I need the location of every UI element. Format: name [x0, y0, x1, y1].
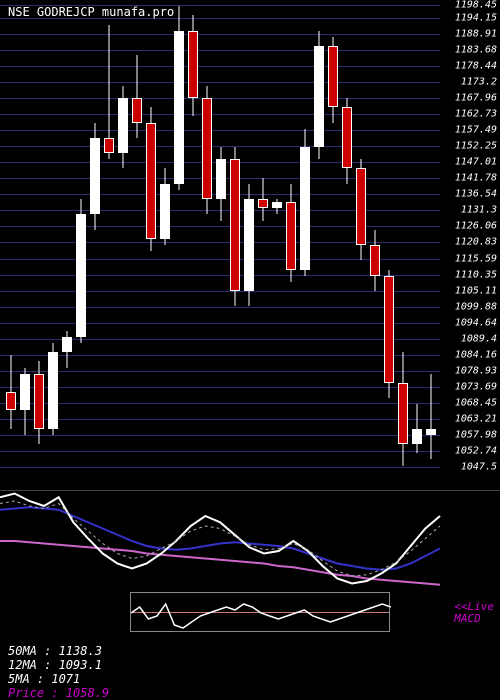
macd-line	[131, 604, 391, 628]
price-level-label: 1094.64	[455, 317, 497, 328]
price-level-label: 1162.73	[455, 109, 497, 120]
candle-body	[342, 107, 352, 168]
candle-body	[216, 159, 226, 199]
candle-body	[244, 199, 254, 291]
candle-body	[76, 214, 86, 337]
gridline	[0, 403, 440, 404]
candle-body	[62, 337, 72, 352]
price-level-label: 1173.2	[461, 77, 497, 88]
price-level-label: 1178.44	[455, 61, 497, 72]
candle-body	[230, 159, 240, 291]
info-panel: 50MA : 1138.3 12MA : 1093.1 5MA : 1071 P…	[0, 640, 500, 700]
candle-body	[160, 184, 170, 239]
candle-body	[314, 46, 324, 147]
price-level-label: 1052.74	[455, 445, 497, 456]
candle-body	[48, 352, 58, 429]
price-axis: 1198.45 1194.15 1188.91 1183.68 1178.44 1173.…	[440, 0, 500, 490]
price-level-label: 1115.59	[455, 253, 497, 264]
gridline	[0, 66, 440, 67]
price-level-label: 1047.5	[461, 462, 497, 473]
price-level-label: 1194.15	[455, 12, 497, 23]
price-level-label: 1073.69	[455, 381, 497, 392]
indicator-line	[0, 501, 440, 576]
gridline	[0, 307, 440, 308]
chart-title: NSE GODREJCP munafa.pro	[8, 5, 174, 19]
macd-text: MACD	[454, 613, 494, 625]
macd-histogram	[131, 593, 391, 633]
gridline	[0, 50, 440, 51]
candle-wick	[431, 374, 432, 460]
indicator-line	[0, 541, 440, 585]
indicator-line	[0, 507, 440, 570]
price-level-label: 1089.4	[461, 333, 497, 344]
gridline	[0, 226, 440, 227]
candle-body	[384, 276, 394, 383]
gridline	[0, 387, 440, 388]
price-level-label: 1183.68	[455, 44, 497, 55]
price-level-label: 1105.11	[455, 285, 497, 296]
indicator-panel: <<Live MACD	[0, 490, 500, 640]
price-level-label: 1131.3	[461, 205, 497, 216]
candle-body	[20, 374, 30, 411]
candle-body	[370, 245, 380, 276]
candle-body	[174, 31, 184, 184]
price-level-label: 1068.45	[455, 397, 497, 408]
gridline	[0, 435, 440, 436]
candle-body	[398, 383, 408, 444]
price-level-label: 1141.78	[455, 173, 497, 184]
ma50-line: 50MA : 1138.3	[8, 644, 492, 658]
price-level-label: 1057.98	[455, 429, 497, 440]
price-level-label: 1157.49	[455, 125, 497, 136]
gridline	[0, 323, 440, 324]
price-line: Price : 1058.9	[8, 686, 492, 700]
live-label: <<Live MACD	[454, 601, 494, 625]
gridline	[0, 34, 440, 35]
candle-body	[90, 138, 100, 215]
macd-box	[130, 592, 390, 632]
gridline	[0, 114, 440, 115]
price-level-label: 1167.96	[455, 93, 497, 104]
candle-body	[258, 199, 268, 208]
ma12-line: 12MA : 1093.1	[8, 658, 492, 672]
indicator-line	[0, 494, 440, 584]
candlestick-chart	[0, 0, 440, 490]
candle-body	[34, 374, 44, 429]
price-level-label: 1152.25	[455, 141, 497, 152]
gridline	[0, 419, 440, 420]
macd-zero-line	[131, 612, 389, 613]
gridline	[0, 82, 440, 83]
price-level-label: 1110.35	[455, 269, 497, 280]
candle-body	[202, 98, 212, 199]
ma5-line: 5MA : 1071	[8, 672, 492, 686]
candle-body	[146, 123, 156, 239]
candle-body	[286, 202, 296, 269]
price-level-label: 1126.06	[455, 221, 497, 232]
candle-body	[412, 429, 422, 444]
price-level-label: 1084.16	[455, 349, 497, 360]
candle-body	[356, 168, 366, 245]
candle-body	[328, 46, 338, 107]
price-level-label: 1120.83	[455, 237, 497, 248]
candle-body	[188, 31, 198, 98]
candle-body	[426, 429, 436, 435]
gridline	[0, 451, 440, 452]
candle-body	[300, 147, 310, 270]
candle-wick	[137, 55, 138, 138]
gridline	[0, 130, 440, 131]
candle-body	[118, 98, 128, 153]
price-level-label: 1078.93	[455, 365, 497, 376]
gridline	[0, 467, 440, 468]
price-level-label: 1147.01	[455, 157, 497, 168]
candle-body	[104, 138, 114, 153]
price-level-label: 1198.45	[455, 0, 497, 10]
candle-body	[6, 392, 16, 410]
price-level-label: 1136.54	[455, 189, 497, 200]
candle-body	[272, 202, 282, 208]
gridline	[0, 371, 440, 372]
price-level-label: 1063.21	[455, 413, 497, 424]
candle-body	[132, 98, 142, 123]
price-level-label: 1099.88	[455, 301, 497, 312]
price-level-label: 1188.91	[455, 28, 497, 39]
gridline	[0, 98, 440, 99]
